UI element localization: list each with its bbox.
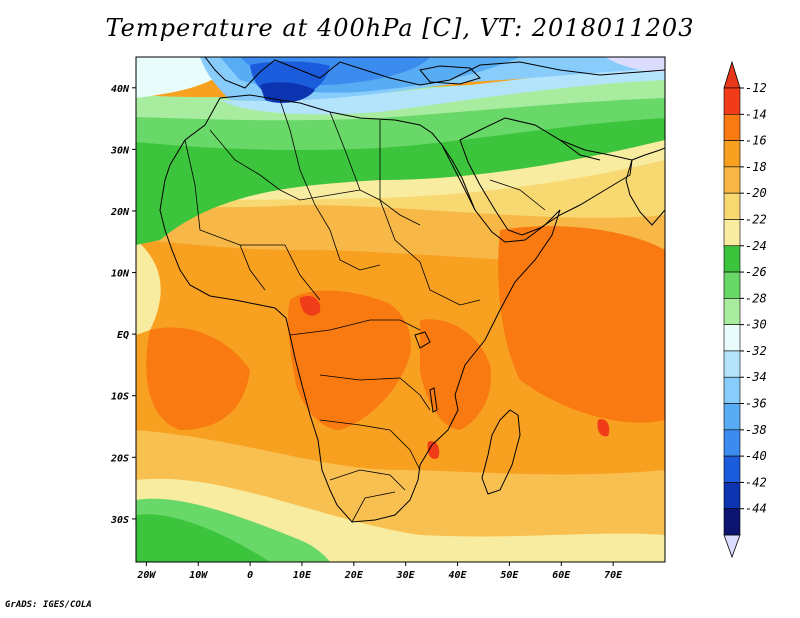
x-tick-label: 30E <box>396 570 416 581</box>
colorbar-swatch <box>723 429 741 457</box>
colorbar-swatch <box>723 482 741 510</box>
colorbar-label: -36 <box>745 397 767 411</box>
colorbar-label: -42 <box>745 475 767 489</box>
warm-core-central <box>287 290 411 430</box>
x-tick-label: 50E <box>500 570 519 581</box>
black-sea <box>419 65 481 85</box>
y-tick-label: 20S <box>110 453 129 464</box>
persian-gulf <box>559 139 601 161</box>
colorbar-label: -28 <box>745 291 767 305</box>
y-tick-label: 40N <box>111 84 130 95</box>
colorbar-label: -26 <box>745 265 767 279</box>
lake-malawi <box>429 387 438 413</box>
x-tick-label: 20W <box>136 570 156 581</box>
y-tick-label: 30N <box>110 145 130 156</box>
madagascar-coastline <box>481 409 521 495</box>
plot-frame <box>135 56 666 563</box>
warm-core-atlantic <box>146 327 250 430</box>
colorbar-swatch <box>723 403 741 431</box>
band-north-green <box>136 95 665 150</box>
colorbar-swatch <box>723 87 741 115</box>
colorbar-swatch <box>723 350 741 378</box>
colorbar-swatch <box>723 245 741 273</box>
colorbar-label: -20 <box>745 186 767 200</box>
arabia-coastline <box>459 117 633 236</box>
map-title: Temperature at 400hPa [C], VT: 201801120… <box>105 14 695 42</box>
x-tick-label: 60E <box>552 570 571 581</box>
colorbar-swatch <box>723 113 741 141</box>
colorbar-swatch <box>723 219 741 247</box>
hot-spot-1 <box>300 295 321 316</box>
colorbar: -12 -14 -16 -18 -20 -22 -24 -26 -28 -30 -32 -34 -36 -… <box>723 60 767 559</box>
y-tick-label: 20N <box>110 207 130 218</box>
colorbar-label: -40 <box>745 449 767 463</box>
lake-victoria <box>414 331 431 349</box>
band-northeast-violet <box>605 57 665 72</box>
band-north-darknavy <box>260 82 315 103</box>
x-tick-label: 10W <box>189 570 208 581</box>
colorbar-label: -30 <box>745 318 767 332</box>
x-tick-label: 0 <box>247 570 253 581</box>
colorbar-label: -32 <box>745 344 767 358</box>
colorbar-bottom-cap <box>723 534 741 559</box>
band-north-pale <box>136 130 665 200</box>
colorbar-top-cap <box>723 60 741 89</box>
band-south-darkgreen <box>136 514 270 562</box>
colorbar-label: -16 <box>745 134 767 148</box>
europe-coastline <box>204 57 665 89</box>
colorbar-swatch <box>723 508 741 536</box>
colorbar-label: -44 <box>745 502 767 516</box>
colorbar-swatch <box>723 298 741 325</box>
colorbar-label: -18 <box>745 160 767 174</box>
red-sea <box>441 144 476 211</box>
coastlines <box>159 57 665 523</box>
band-west-pale <box>136 240 161 335</box>
warm-core-east <box>420 319 491 430</box>
x-axis: 20W 10W 0 10E 20E 30E 40E 50E 60E 70E <box>136 562 623 581</box>
india-coastline <box>625 147 665 226</box>
x-tick-label: 40E <box>449 570 468 581</box>
hot-spot-2 <box>427 441 440 459</box>
y-tick-label: 10N <box>111 269 130 280</box>
borders <box>184 99 546 523</box>
band-north-darkgreen <box>136 115 665 245</box>
africa-coastline <box>159 94 561 523</box>
colorbar-label: -34 <box>745 370 767 384</box>
colorbar-label: -14 <box>745 107 767 121</box>
hot-spot-3 <box>597 419 610 437</box>
colorbar-swatch <box>723 324 741 352</box>
grads-credit: GrADS: IGES/COLA <box>5 600 92 610</box>
temperature-field <box>136 57 665 562</box>
colorbar-label: -38 <box>745 423 767 437</box>
y-axis: 40N 30N 20N 10N EQ 10S 20S 30S <box>110 84 136 526</box>
colorbar-swatch <box>723 140 741 168</box>
colorbar-swatch <box>723 455 741 483</box>
y-tick-label: 30S <box>110 515 129 526</box>
y-tick-label: 10S <box>111 392 129 403</box>
x-tick-label: 70E <box>604 570 623 581</box>
warm-core-indian <box>498 226 665 423</box>
colorbar-swatch <box>723 192 741 220</box>
colorbar-swatch <box>723 166 741 194</box>
x-tick-label: 10E <box>293 570 312 581</box>
colorbar-swatch <box>723 376 741 404</box>
colorbar-swatch <box>723 271 741 299</box>
y-tick-label: EQ <box>117 330 129 341</box>
colorbar-label: -22 <box>745 212 767 226</box>
colorbar-label: -24 <box>745 239 767 253</box>
colorbar-label: -12 <box>745 81 767 95</box>
x-tick-label: 20E <box>344 570 364 581</box>
